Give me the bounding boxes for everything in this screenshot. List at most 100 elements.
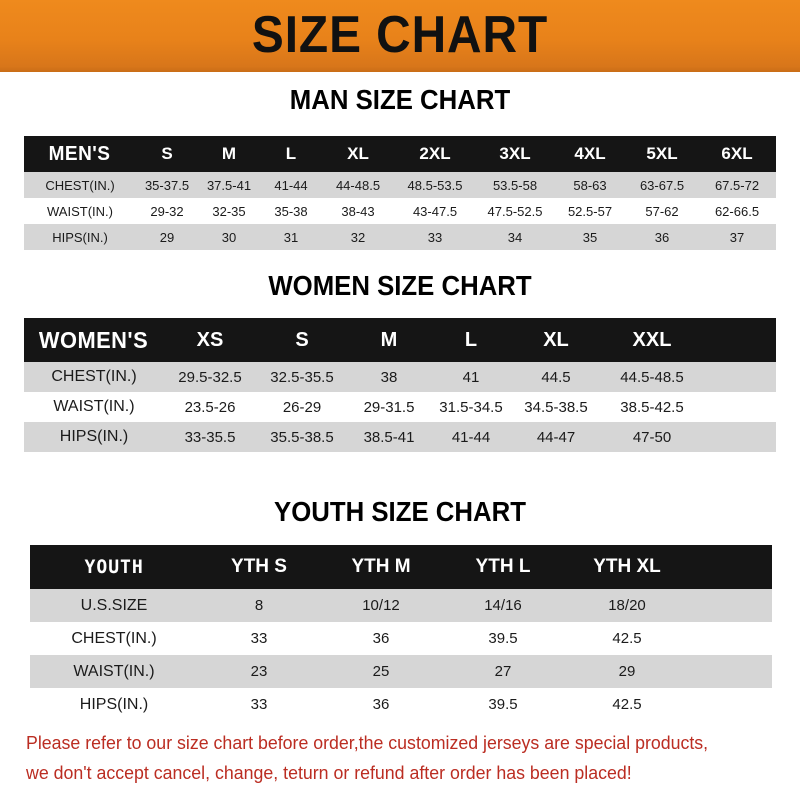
women-header-spacer <box>704 318 776 362</box>
man-size-header-1: S <box>136 136 198 172</box>
women-size-header-1: XS <box>164 318 256 362</box>
man-cell-1-9: 67.5-72 <box>698 172 776 198</box>
women-cell-3-4: 41-44 <box>430 422 512 452</box>
women-row-label-3: HIPS(IN.) <box>24 422 164 452</box>
man-cell-3-1: 29 <box>136 224 198 250</box>
man-cell-1-3: 41-44 <box>260 172 322 198</box>
youth-cell-1-4: 18/20 <box>564 589 690 622</box>
women-size-header-4: L <box>430 318 512 362</box>
youth-size-header-3: YTH L <box>442 545 564 589</box>
man-cell-2-2: 32-35 <box>198 198 260 224</box>
women-size-header-6: XXL <box>600 318 704 362</box>
women-cell-3-1: 33-35.5 <box>164 422 256 452</box>
women-cell-1-4: 41 <box>430 362 512 392</box>
youth-cell-3-4: 29 <box>564 655 690 688</box>
women-cell-2-2: 26-29 <box>256 392 348 422</box>
section-title-women: WOMEN SIZE CHART <box>268 270 532 301</box>
youth-row-spacer-3 <box>690 655 772 688</box>
table-row: WAIST(IN.) 23.5-26 26-29 29-31.5 31.5-34.5 34… <box>24 392 776 422</box>
man-cell-2-6: 47.5-52.5 <box>476 198 554 224</box>
youth-cell-4-1: 33 <box>198 688 320 721</box>
youth-row-label-3: WAIST(IN.) <box>30 655 198 688</box>
man-cell-1-8: 63-67.5 <box>626 172 698 198</box>
women-cell-3-2: 35.5-38.5 <box>256 422 348 452</box>
youth-size-table: YOUTH YTH S YTH M YTH L YTH XL U.S.SIZE 8 10/12… <box>30 545 772 721</box>
youth-cell-3-2: 25 <box>320 655 442 688</box>
man-cell-1-2: 37.5-41 <box>198 172 260 198</box>
table-row: HIPS(IN.) 33-35.5 35.5-38.5 38.5-41 41-44 44-… <box>24 422 776 452</box>
man-row-label-1: CHEST(IN.) <box>24 172 136 198</box>
youth-cell-3-3: 27 <box>442 655 564 688</box>
youth-cell-2-3: 39.5 <box>442 622 564 655</box>
youth-cell-2-2: 36 <box>320 622 442 655</box>
man-size-header-7: 4XL <box>554 136 626 172</box>
man-cell-3-9: 37 <box>698 224 776 250</box>
women-size-header-3: M <box>348 318 430 362</box>
youth-row-spacer-2 <box>690 622 772 655</box>
man-header-row: MEN'S S M L XL 2XL 3XL 4XL 5XL 6XL <box>24 136 776 172</box>
youth-table-body: YOUTH YTH S YTH M YTH L YTH XL U.S.SIZE 8 10/12… <box>30 545 772 721</box>
women-cell-1-3: 38 <box>348 362 430 392</box>
youth-cell-3-1: 23 <box>198 655 320 688</box>
women-cell-2-5: 34.5-38.5 <box>512 392 600 422</box>
youth-row-label-1: U.S.SIZE <box>30 589 198 622</box>
man-row-label-2: WAIST(IN.) <box>24 198 136 224</box>
man-cell-3-4: 32 <box>322 224 394 250</box>
women-cell-1-6: 44.5-48.5 <box>600 362 704 392</box>
man-size-header-5: 2XL <box>394 136 476 172</box>
women-row-label-1: CHEST(IN.) <box>24 362 164 392</box>
man-cell-1-1: 35-37.5 <box>136 172 198 198</box>
man-row-label-3: HIPS(IN.) <box>24 224 136 250</box>
man-cell-1-4: 44-48.5 <box>322 172 394 198</box>
women-corner-label: WOMEN'S <box>24 318 164 362</box>
footer-note-line-1: Please refer to our size chart before or… <box>26 732 709 753</box>
youth-header-row: YOUTH YTH S YTH M YTH L YTH XL <box>30 545 772 589</box>
men-size-table: MEN'S S M L XL 2XL 3XL 4XL 5XL 6XL CHEST(IN.) 35-37… <box>24 136 776 250</box>
women-cell-2-3: 29-31.5 <box>348 392 430 422</box>
man-cell-2-8: 57-62 <box>626 198 698 224</box>
table-row: U.S.SIZE 8 10/12 14/16 18/20 <box>30 589 772 622</box>
footer-note-line-2: we don't accept cancel, change, teturn o… <box>26 762 632 783</box>
table-row: HIPS(IN.) 29 30 31 32 33 34 35 36 37 <box>24 224 776 250</box>
section-title-man: MAN SIZE CHART <box>289 84 511 115</box>
men-table-body: MEN'S S M L XL 2XL 3XL 4XL 5XL 6XL CHEST(IN.) 35-37… <box>24 136 776 250</box>
man-cell-3-3: 31 <box>260 224 322 250</box>
section-title-youth: YOUTH SIZE CHART <box>274 496 526 527</box>
man-corner-label: MEN'S <box>24 136 136 172</box>
women-cell-1-1: 29.5-32.5 <box>164 362 256 392</box>
man-cell-1-5: 48.5-53.5 <box>394 172 476 198</box>
youth-row-label-4: HIPS(IN.) <box>30 688 198 721</box>
youth-cell-4-4: 42.5 <box>564 688 690 721</box>
man-size-header-4: XL <box>322 136 394 172</box>
youth-cell-4-2: 36 <box>320 688 442 721</box>
women-size-header-5: XL <box>512 318 600 362</box>
women-cell-1-5: 44.5 <box>512 362 600 392</box>
youth-cell-1-3: 14/16 <box>442 589 564 622</box>
man-cell-2-4: 38-43 <box>322 198 394 224</box>
table-row: WAIST(IN.) 29-32 32-35 35-38 38-43 43-47.5 47.… <box>24 198 776 224</box>
women-cell-3-5: 44-47 <box>512 422 600 452</box>
youth-cell-4-3: 39.5 <box>442 688 564 721</box>
table-row: WAIST(IN.) 23 25 27 29 <box>30 655 772 688</box>
man-cell-3-6: 34 <box>476 224 554 250</box>
footer-note: Please refer to our size chart before or… <box>26 728 748 788</box>
table-row: CHEST(IN.) 35-37.5 37.5-41 41-44 44-48.5 48.5… <box>24 172 776 198</box>
man-cell-1-7: 58-63 <box>554 172 626 198</box>
youth-corner-label: YOUTH <box>30 545 198 589</box>
youth-row-spacer-1 <box>690 589 772 622</box>
youth-size-header-4: YTH XL <box>564 545 690 589</box>
man-cell-3-5: 33 <box>394 224 476 250</box>
youth-header-spacer <box>690 545 772 589</box>
man-cell-3-7: 35 <box>554 224 626 250</box>
youth-cell-2-4: 42.5 <box>564 622 690 655</box>
women-cell-1-2: 32.5-35.5 <box>256 362 348 392</box>
man-size-header-9: 6XL <box>698 136 776 172</box>
man-size-header-3: L <box>260 136 322 172</box>
youth-size-header-2: YTH M <box>320 545 442 589</box>
women-cell-2-1: 23.5-26 <box>164 392 256 422</box>
man-cell-2-7: 52.5-57 <box>554 198 626 224</box>
banner: SIZE CHART <box>0 0 800 72</box>
table-row: HIPS(IN.) 33 36 39.5 42.5 <box>30 688 772 721</box>
man-size-header-2: M <box>198 136 260 172</box>
women-cell-2-6: 38.5-42.5 <box>600 392 704 422</box>
